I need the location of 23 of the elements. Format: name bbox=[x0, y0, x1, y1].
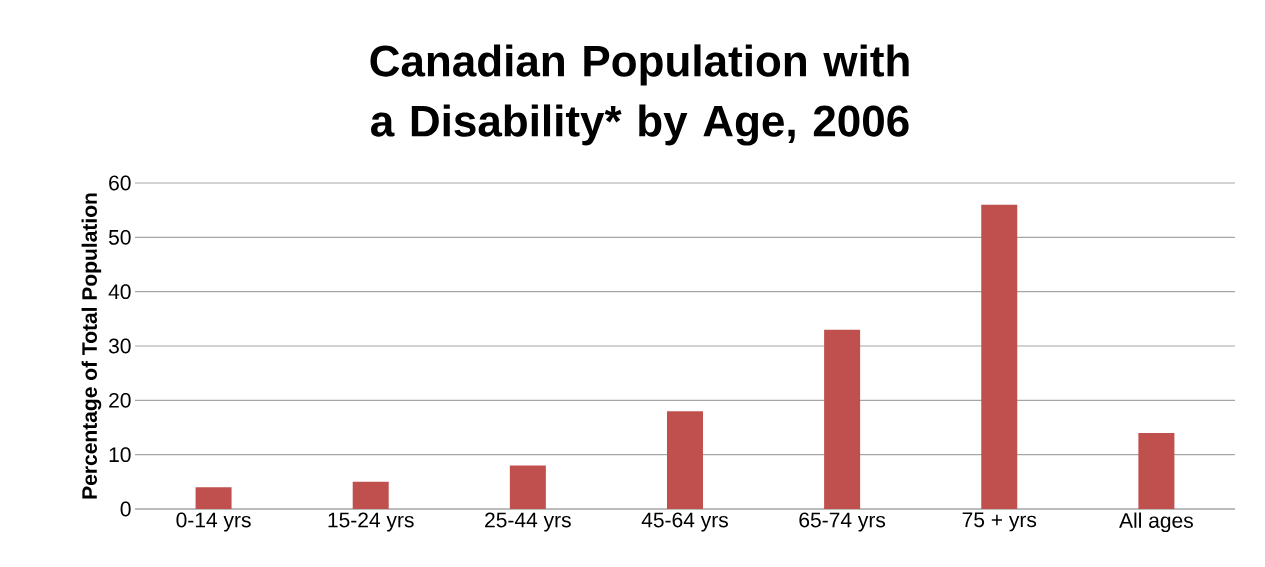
bar bbox=[824, 329, 861, 509]
y-axis-title: Percentage of Total Population bbox=[81, 193, 102, 499]
bar bbox=[195, 487, 232, 509]
bar bbox=[981, 204, 1018, 509]
bar bbox=[666, 411, 703, 509]
x-tick-label: 75 + yrs bbox=[962, 512, 1037, 532]
y-tick-label: 20 bbox=[109, 392, 131, 408]
x-tick-label: 15-24 yrs bbox=[328, 512, 414, 532]
bar bbox=[509, 465, 546, 509]
bar bbox=[1138, 432, 1175, 509]
y-tick-label: 30 bbox=[108, 338, 131, 354]
x-tick-label: 25-44 yrs bbox=[485, 512, 571, 532]
y-tick-label: 10 bbox=[109, 447, 131, 463]
y-tick-label: 50 bbox=[108, 229, 131, 245]
x-tick-label: All ages bbox=[1119, 512, 1193, 533]
y-tick-label: 0 bbox=[120, 501, 131, 517]
x-tick-label: 0-14 yrs bbox=[176, 512, 251, 532]
y-tick-label: 40 bbox=[108, 284, 131, 300]
chart-title: Canadian Population with a Disability* by Age, 2006 bbox=[370, 44, 909, 146]
x-tick-label: 45-64 yrs bbox=[641, 512, 728, 532]
x-tick-label: 65-74 yrs bbox=[799, 512, 886, 532]
bar bbox=[352, 481, 389, 509]
y-tick-label: 60 bbox=[109, 175, 131, 191]
